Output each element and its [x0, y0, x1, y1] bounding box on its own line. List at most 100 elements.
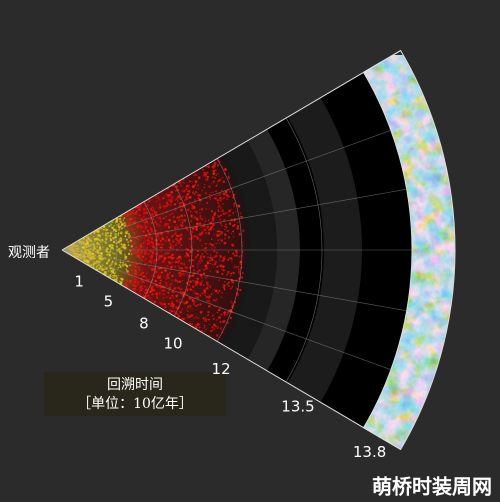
galaxy [172, 256, 175, 259]
galaxy [162, 292, 164, 295]
galaxy [200, 274, 203, 277]
galaxy [122, 219, 125, 221]
galaxy [117, 222, 121, 226]
galaxy [159, 220, 162, 223]
galaxy [82, 251, 85, 254]
galaxy [133, 289, 137, 292]
galaxy [159, 301, 161, 304]
galaxy [200, 255, 203, 258]
wedge [61, 49, 456, 451]
galaxy [162, 289, 166, 292]
galaxy [201, 276, 203, 279]
galaxy [168, 250, 171, 252]
galaxy [175, 197, 179, 201]
galaxy [126, 223, 129, 226]
galaxy [152, 251, 155, 254]
galaxy [151, 285, 154, 288]
galaxy [228, 190, 232, 193]
galaxy [168, 242, 171, 245]
galaxy [206, 300, 209, 303]
galaxy [162, 260, 165, 264]
galaxy [205, 232, 207, 234]
galaxy [159, 246, 162, 248]
galaxy [224, 228, 226, 231]
galaxy [99, 240, 102, 243]
galaxy [189, 233, 192, 235]
galaxy [172, 309, 176, 313]
legend-unit: ［单位：10亿年］ [77, 396, 193, 412]
galaxy [150, 254, 153, 258]
galaxy [207, 219, 210, 221]
galaxy [112, 236, 115, 240]
galaxy [186, 293, 189, 296]
galaxy [227, 311, 230, 314]
galaxy [221, 177, 224, 179]
galaxy [213, 228, 215, 231]
galaxy [155, 270, 158, 273]
galaxy [163, 207, 166, 209]
galaxy [177, 239, 180, 243]
galaxy [168, 271, 171, 274]
galaxy [131, 253, 134, 256]
galaxy [155, 247, 158, 250]
galaxy [183, 263, 186, 266]
galaxy [95, 250, 98, 253]
galaxy [191, 299, 195, 302]
galaxy [193, 317, 196, 319]
galaxy [131, 221, 134, 224]
galaxy [115, 278, 118, 281]
galaxy [152, 288, 156, 292]
galaxy [145, 276, 147, 278]
galaxy [229, 300, 232, 303]
galaxy [127, 244, 130, 246]
wedge-edge [61, 249, 401, 450]
galaxy [184, 199, 186, 201]
galaxy [124, 284, 128, 287]
galaxy [219, 233, 222, 235]
galaxy [172, 296, 175, 300]
galaxy [173, 203, 176, 206]
galaxy [227, 251, 230, 253]
galaxy [217, 230, 220, 232]
galaxy [178, 216, 181, 219]
galaxy [223, 311, 226, 314]
galaxy [233, 254, 236, 257]
galaxy [89, 257, 92, 260]
galaxy [217, 172, 220, 175]
galaxy [124, 263, 127, 266]
radial-line [61, 130, 391, 251]
galaxy [216, 326, 219, 329]
galaxy [168, 289, 170, 292]
galaxy [167, 203, 170, 206]
galaxy [222, 203, 224, 205]
galaxy [186, 289, 189, 292]
galaxy [211, 220, 215, 223]
galaxy [222, 256, 225, 259]
galaxy [217, 210, 220, 213]
galaxy [179, 238, 182, 241]
galaxy [134, 220, 137, 223]
galaxy [109, 234, 112, 238]
galaxy [133, 231, 136, 235]
galaxy [208, 208, 210, 210]
galaxy [180, 208, 183, 211]
galaxy [206, 179, 209, 181]
galaxy [214, 254, 218, 258]
galaxy [163, 302, 166, 306]
galaxy [185, 185, 188, 188]
galaxy [194, 255, 198, 259]
galaxy [227, 316, 229, 318]
galaxy [168, 286, 172, 290]
galaxy [222, 192, 225, 195]
galaxy [185, 300, 189, 304]
galaxy [83, 258, 86, 261]
galaxy [137, 283, 140, 286]
galaxy [94, 257, 96, 259]
galaxy [216, 298, 218, 301]
galaxy [189, 322, 191, 325]
galaxy [93, 238, 97, 241]
galaxy [187, 190, 190, 193]
galaxy [199, 282, 202, 285]
galaxy [76, 250, 78, 252]
galaxy [157, 274, 160, 278]
